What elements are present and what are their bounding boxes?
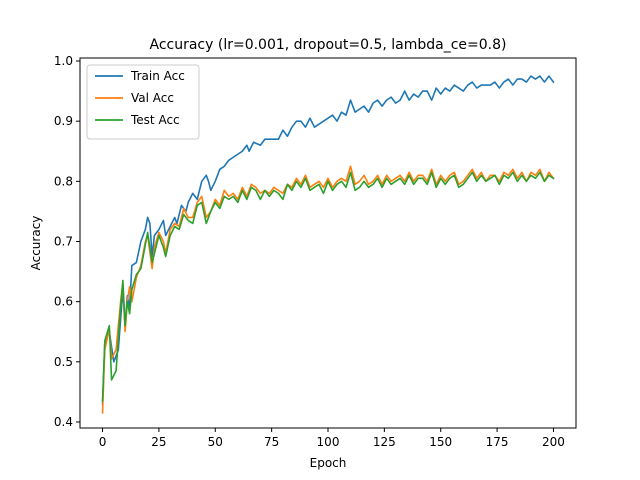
- legend-label-2: Test Acc: [130, 113, 180, 127]
- chart-title: Accuracy (lr=0.001, dropout=0.5, lambda_…: [149, 37, 506, 53]
- y-tick-label: 0.8: [54, 174, 73, 188]
- x-tick-label: 200: [542, 435, 565, 449]
- series-line-0: [101, 75, 555, 405]
- y-axis-label: Accuracy: [29, 216, 43, 271]
- y-axis: 0.4 0.5 0.6 0.7 0.8 0.9 1.0: [54, 54, 80, 429]
- x-tick-label: 0: [99, 435, 107, 449]
- legend-label-1: Val Acc: [131, 91, 174, 105]
- series-line-1: [101, 165, 555, 414]
- x-tick-label: 25: [151, 435, 166, 449]
- y-tick-label: 0.9: [54, 114, 73, 128]
- x-axis: 0 25 50 75 100 125 150 175 200: [99, 428, 565, 449]
- legend: Train Acc Val Acc Test Acc: [86, 64, 200, 140]
- x-axis-label: Epoch: [310, 456, 347, 470]
- legend-label-0: Train Acc: [130, 69, 185, 83]
- x-tick-label: 150: [429, 435, 452, 449]
- y-tick-label: 0.4: [54, 415, 73, 429]
- y-tick-label: 1.0: [54, 54, 73, 68]
- x-tick-label: 125: [373, 435, 396, 449]
- x-tick-label: 75: [264, 435, 279, 449]
- series-line-2: [101, 171, 555, 402]
- x-tick-label: 100: [317, 435, 340, 449]
- y-tick-label: 0.5: [54, 355, 73, 369]
- x-tick-label: 175: [486, 435, 509, 449]
- y-tick-label: 0.7: [54, 234, 73, 248]
- y-tick-label: 0.6: [54, 295, 73, 309]
- x-tick-label: 50: [208, 435, 223, 449]
- plot-series: [101, 75, 555, 414]
